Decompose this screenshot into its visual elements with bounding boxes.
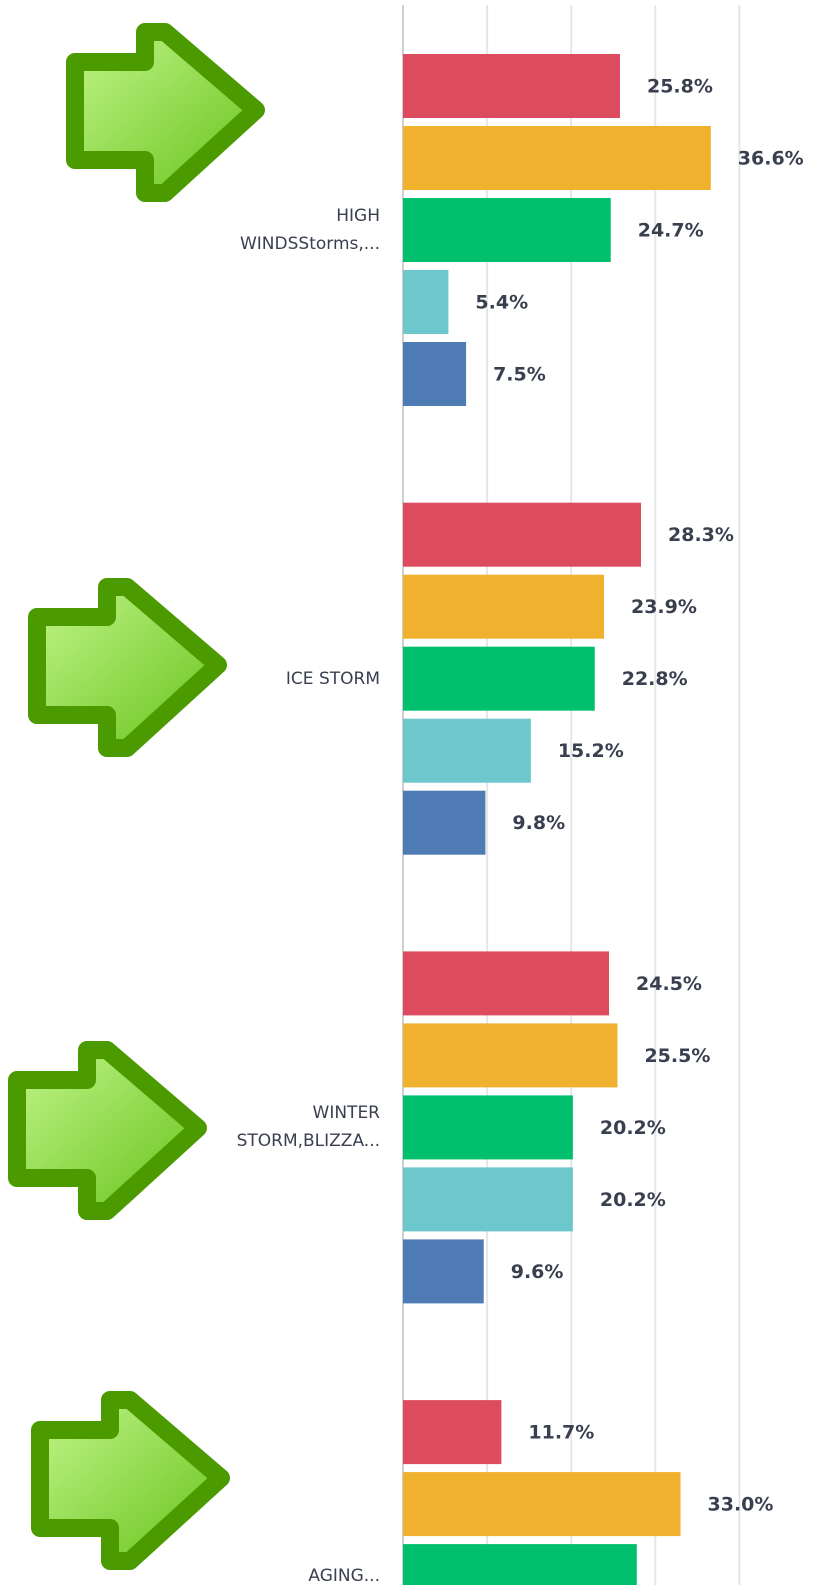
bar [403, 342, 467, 406]
value-label: 25.8% [647, 76, 713, 98]
value-label: 33.0% [708, 1494, 774, 1516]
value-label: 5.4% [475, 292, 528, 314]
bar [403, 198, 611, 262]
value-label: 22.8% [622, 668, 688, 690]
bar [403, 1472, 681, 1537]
value-label: 28.3% [668, 524, 734, 546]
category-label: WINTER STORM,BLIZZA... [236, 1103, 380, 1152]
value-label: 7.5% [493, 364, 546, 386]
bar [403, 270, 449, 334]
bar [403, 574, 604, 639]
arrow-icon [17, 1050, 198, 1211]
category-label: ICE STORM [285, 668, 380, 689]
bar [403, 54, 620, 118]
bar [403, 1023, 618, 1088]
value-label: 23.9% [631, 596, 697, 618]
value-label: 9.6% [511, 1261, 564, 1283]
value-label: 24.7% [638, 220, 704, 242]
value-label: 20.2% [600, 1117, 666, 1139]
arrow-icon [75, 32, 256, 193]
arrow-icon [40, 1400, 221, 1561]
bar [403, 1239, 484, 1304]
bar [403, 646, 595, 711]
value-label: 25.5% [644, 1045, 710, 1067]
value-label: 11.7% [528, 1422, 594, 1444]
bar [403, 718, 531, 783]
bar [403, 126, 711, 190]
bar [403, 1095, 573, 1160]
category-label: AGING... [308, 1566, 380, 1585]
bar [403, 790, 486, 855]
bar [403, 1167, 573, 1232]
plot-area: 25.8% 36.6% 24.7% 5.4% 7.5% 28.3% 23.9% 22.8% 15… [402, 5, 804, 1585]
value-label: 15.2% [558, 740, 624, 762]
bar [403, 951, 610, 1016]
bar [403, 1400, 502, 1465]
bar [403, 502, 642, 567]
category-label: HIGH WINDSStorms,... [239, 206, 380, 254]
value-label: 24.5% [636, 973, 702, 995]
value-label: 36.6% [738, 148, 804, 170]
value-label: 9.8% [512, 812, 565, 834]
value-label: 20.2% [600, 1189, 666, 1211]
bar [403, 1544, 637, 1585]
arrow-icon [37, 587, 218, 748]
